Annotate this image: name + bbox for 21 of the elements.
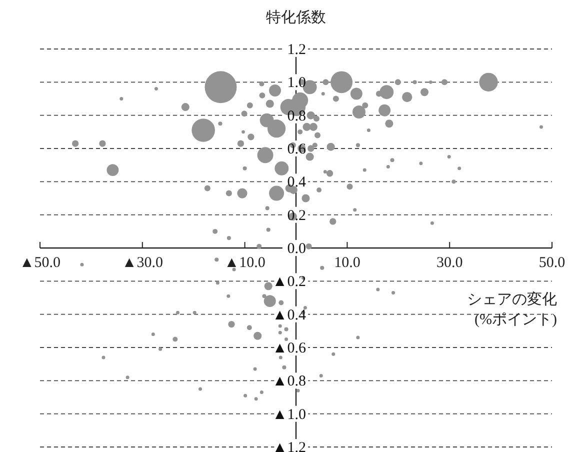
x-tick-label: 50.0 <box>538 255 566 271</box>
y-tick-label: 1.2 <box>287 42 306 58</box>
y-tick-label: ▲0.8 <box>272 374 306 390</box>
y-tick-label: 0.0 <box>287 241 306 257</box>
y-tick-label: ▲1.2 <box>272 440 306 452</box>
x-axis-title: シェアの変化 (%ポイント) <box>467 290 557 328</box>
y-tick-label: ▲0.6 <box>272 340 306 356</box>
x-tick-label: 10.0 <box>334 255 360 271</box>
x-tick-label: ▲30.0 <box>122 255 163 271</box>
x-tick-label: 30.0 <box>436 255 463 271</box>
y-axis-title: 特化係数 <box>266 9 326 26</box>
y-tick-label: 0.6 <box>287 142 306 158</box>
y-tick-label: ▲0.2 <box>272 274 306 290</box>
y-tick-label: ▲0.4 <box>272 307 306 324</box>
x-tick-label: ▲10.0 <box>224 255 266 271</box>
x-tick-label: ▲50.0 <box>19 255 61 271</box>
y-tick-label: 1.0 <box>287 75 306 92</box>
y-tick-label: 0.4 <box>287 174 306 191</box>
y-tick-label: 0.2 <box>287 208 306 224</box>
y-tick-label: ▲1.0 <box>272 406 306 423</box>
y-tick-label: 0.8 <box>287 108 306 124</box>
